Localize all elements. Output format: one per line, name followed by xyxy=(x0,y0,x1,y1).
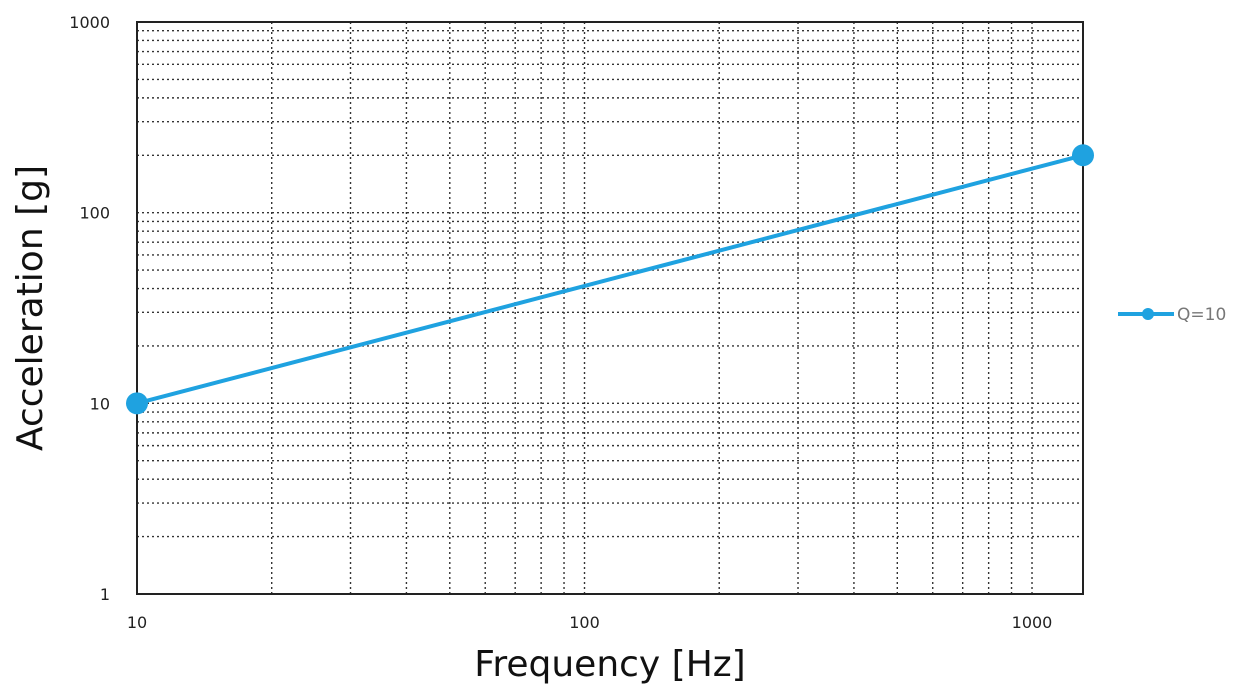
legend-label-q10: Q=10 xyxy=(1177,305,1226,325)
y-tick-label: 10 xyxy=(90,394,110,413)
grid-lines xyxy=(137,22,1083,594)
legend: Q=10 xyxy=(1118,305,1226,325)
data-point xyxy=(126,392,148,415)
x-axis-title: Frequency [Hz] xyxy=(474,644,745,685)
y-tick-label: 100 xyxy=(79,204,110,223)
x-tick-label: 1000 xyxy=(1012,613,1053,632)
x-tick-label: 100 xyxy=(569,613,600,632)
data-point xyxy=(1072,144,1094,167)
x-tick-label: 10 xyxy=(127,613,147,632)
legend-marker-q10 xyxy=(1142,308,1154,320)
tick-labels: 10 100 1000 1 10 100 1000 xyxy=(69,13,1052,632)
series-layer xyxy=(126,144,1094,415)
series-line-q10 xyxy=(136,153,1084,406)
y-tick-label: 1 xyxy=(100,585,110,604)
y-tick-label: 1000 xyxy=(69,13,110,32)
y-axis-title: Acceleration [g] xyxy=(10,165,51,451)
plot-frame xyxy=(136,21,1084,595)
